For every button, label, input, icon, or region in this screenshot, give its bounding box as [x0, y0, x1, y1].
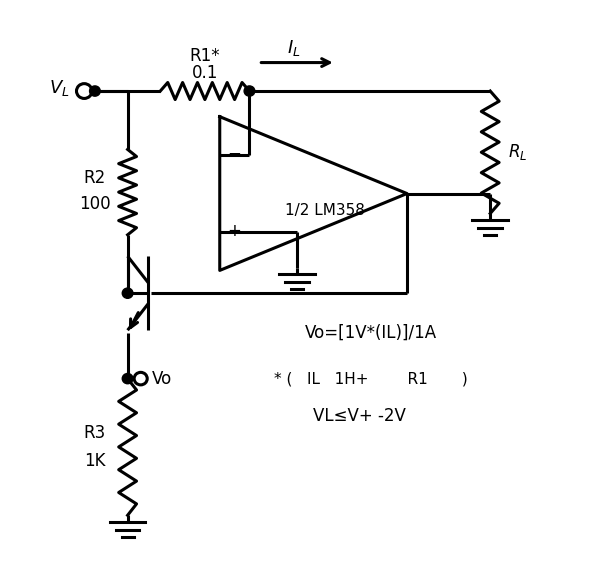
Text: VL≤V+ -2V: VL≤V+ -2V [313, 407, 406, 424]
Text: 0.1: 0.1 [192, 64, 218, 82]
Circle shape [244, 86, 255, 96]
Text: 1K: 1K [84, 452, 106, 470]
Circle shape [89, 86, 100, 96]
Text: +: + [227, 222, 242, 240]
Circle shape [122, 374, 133, 384]
Text: * (   IL   1H+        R1       ): * ( IL 1H+ R1 ) [274, 371, 468, 386]
Text: $R_L$: $R_L$ [508, 142, 527, 162]
Text: Vo: Vo [151, 370, 172, 388]
Text: R2: R2 [84, 169, 106, 187]
Circle shape [122, 288, 133, 298]
Text: $V_L$: $V_L$ [49, 78, 70, 98]
Text: 100: 100 [79, 194, 111, 213]
Text: R1*: R1* [190, 47, 220, 65]
Text: 1/2 LM358: 1/2 LM358 [286, 203, 365, 218]
Text: R3: R3 [84, 424, 106, 442]
Text: −: − [227, 144, 242, 162]
Text: Vo=[1V*(IL)]/1A: Vo=[1V*(IL)]/1A [305, 324, 437, 342]
Text: $I_L$: $I_L$ [287, 39, 301, 58]
